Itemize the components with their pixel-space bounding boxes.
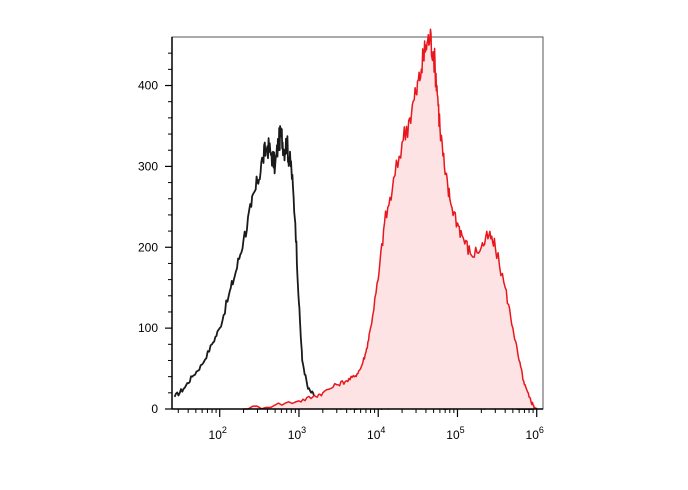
x-tick-label-4: 106 — [526, 425, 544, 442]
series-layer — [173, 28, 538, 410]
series-1-area — [243, 29, 537, 410]
y-tick-label-1: 100 — [138, 321, 158, 335]
tick-layer: 0 100 200 300 400 102 103 104 105 106 — [138, 52, 544, 442]
y-tick-label-0: 0 — [151, 402, 158, 416]
y-tick-label-2: 200 — [138, 240, 158, 254]
x-tick-label-2: 104 — [367, 425, 385, 442]
x-tick-label-3: 105 — [446, 425, 464, 442]
x-tick-label-1: 103 — [288, 425, 306, 442]
series-1-line — [243, 28, 538, 410]
y-tick-label-3: 300 — [138, 159, 158, 173]
x-tick-label-0: 102 — [209, 425, 227, 442]
y-tick-label-4: 400 — [138, 79, 158, 93]
